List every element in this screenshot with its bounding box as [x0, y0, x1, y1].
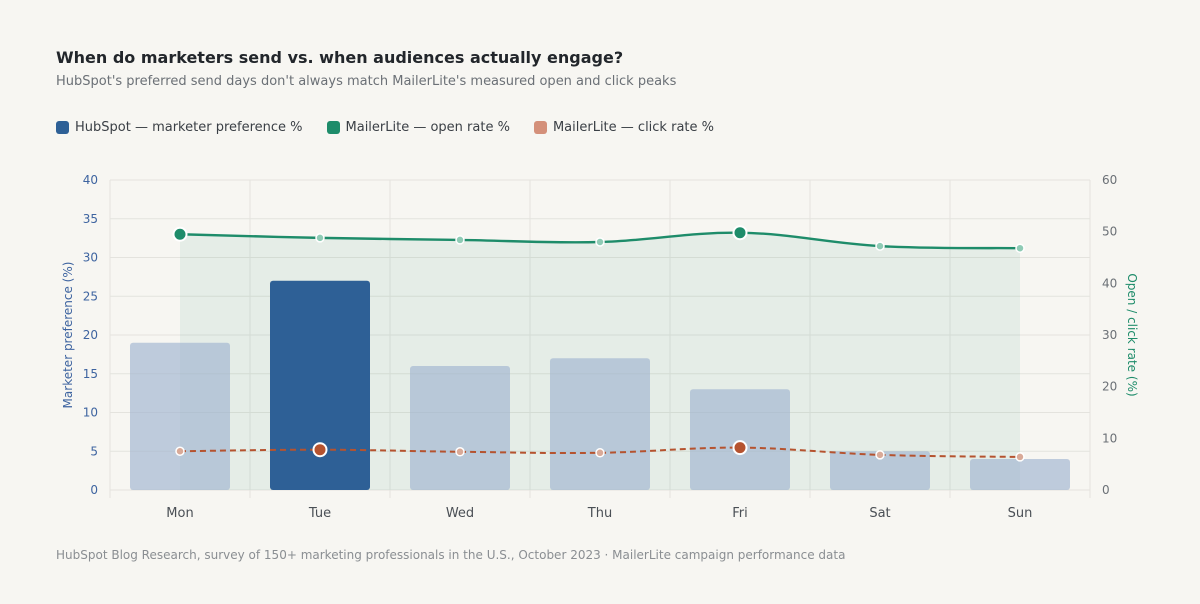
legend-item-click-rate[interactable]: MailerLite — click rate % [533, 120, 714, 135]
x-tick-label: Sat [869, 506, 890, 521]
legend-label-hubspot: HubSpot — marketer preference % [75, 120, 303, 135]
x-tick-label: Sun [1008, 506, 1033, 521]
bar-sat [830, 451, 930, 490]
y-tick-label-left: 15 [83, 367, 98, 381]
y-tick-label-right: 60 [1102, 173, 1117, 187]
click-rate-point-tue [312, 442, 328, 458]
legend-swatch-click-rate [533, 121, 547, 134]
legend-swatch-hubspot [56, 121, 69, 134]
chart-subtitle: HubSpot's preferred send days don't alwa… [56, 74, 677, 89]
y-tick-label-left: 40 [83, 173, 98, 187]
legend-swatch-open-rate [326, 121, 340, 134]
bar-mon [130, 342, 230, 490]
y-tick-label-left: 20 [83, 328, 98, 342]
y-tick-label-left: 35 [83, 212, 98, 226]
y-axis-title-right: Open / click rate (%) [1125, 273, 1139, 396]
y-tick-label-right: 30 [1102, 328, 1117, 342]
y-tick-label-right: 40 [1102, 276, 1117, 290]
open-rate-point-wed [455, 235, 465, 245]
bar-tue [270, 280, 370, 490]
legend-label-open-rate: MailerLite — open rate % [345, 120, 510, 135]
chart-title: When do marketers send vs. when audience… [56, 48, 624, 67]
click-rate-point-wed [455, 447, 465, 457]
legend-label-click-rate: MailerLite — click rate % [552, 120, 714, 135]
bar-wed [410, 366, 510, 490]
y-tick-label-left: 25 [83, 289, 98, 303]
legend-item-hubspot[interactable]: HubSpot — marketer preference % [56, 120, 303, 135]
bar-fri [690, 389, 790, 490]
open-rate-point-sun [1015, 243, 1025, 253]
legend: HubSpot — marketer preference % MailerLi… [56, 120, 714, 135]
x-tick-label: Thu [587, 506, 612, 521]
bar-sun [970, 459, 1070, 490]
open-rate-point-mon [172, 226, 188, 242]
source-footnote: HubSpot Blog Research, survey of 150+ ma… [56, 548, 846, 562]
y-tick-label-left: 5 [90, 444, 98, 458]
x-tick-label: Wed [446, 506, 474, 521]
x-tick-label: Fri [732, 506, 748, 521]
y-tick-label-left: 30 [83, 251, 98, 265]
click-rate-point-fri [732, 440, 748, 456]
y-tick-label-right: 50 [1102, 225, 1117, 239]
axis-layer: 0 5 10 15 20 25 30 35 40 0 10 20 30 40 50 60 Mon Tue Wed Th… [61, 173, 1139, 521]
x-tick-label: Mon [166, 506, 193, 521]
legend-item-open-rate[interactable]: MailerLite — open rate % [326, 120, 510, 135]
click-rate-point-mon [175, 446, 185, 456]
click-rate-point-sun [1015, 452, 1025, 462]
y-tick-label-left: 10 [83, 406, 98, 420]
open-rate-point-fri [732, 225, 748, 241]
y-tick-label-right: 0 [1102, 483, 1110, 497]
open-rate-point-tue [315, 233, 325, 243]
bar-layer [130, 280, 1070, 490]
open-rate-point-thu [595, 237, 605, 247]
click-rate-point-sat [875, 450, 885, 460]
y-tick-label-right: 20 [1102, 380, 1117, 394]
open-rate-point-sat [875, 241, 885, 251]
click-rate-point-thu [595, 448, 605, 458]
y-tick-label-right: 10 [1102, 431, 1117, 445]
y-axis-title-left: Marketer preference (%) [61, 262, 75, 409]
line-layer [172, 225, 1025, 462]
bar-thu [550, 358, 650, 490]
y-tick-label-left: 0 [90, 483, 98, 497]
x-tick-label: Tue [308, 506, 331, 521]
